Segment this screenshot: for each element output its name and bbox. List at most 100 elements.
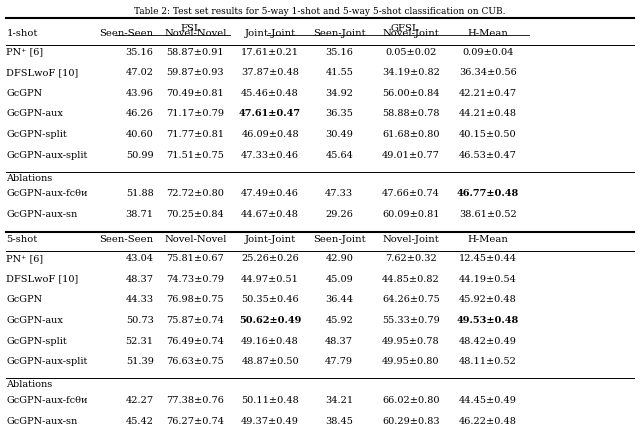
Text: 75.87±0.74: 75.87±0.74 [166, 316, 224, 325]
Text: H-Mean: H-Mean [467, 235, 508, 244]
Text: GcGPN-aux-sn: GcGPN-aux-sn [6, 416, 77, 424]
Text: DFSLwoF [10]: DFSLwoF [10] [6, 68, 79, 77]
Text: 45.09: 45.09 [325, 275, 353, 284]
Text: Novel-Novel: Novel-Novel [164, 235, 227, 244]
Text: 47.33: 47.33 [325, 190, 353, 198]
Text: 30.49: 30.49 [325, 130, 353, 139]
Text: 71.51±0.75: 71.51±0.75 [166, 151, 224, 160]
Text: 60.09±0.81: 60.09±0.81 [382, 210, 440, 219]
Text: 0.09±0.04: 0.09±0.04 [462, 47, 513, 56]
Text: 50.99: 50.99 [126, 151, 154, 160]
Text: 58.87±0.91: 58.87±0.91 [166, 47, 224, 56]
Text: 61.68±0.80: 61.68±0.80 [382, 130, 440, 139]
Text: 50.11±0.48: 50.11±0.48 [241, 396, 299, 405]
Text: GcGPN-aux: GcGPN-aux [6, 109, 63, 118]
Text: 47.02: 47.02 [125, 68, 154, 77]
Text: 34.19±0.82: 34.19±0.82 [382, 68, 440, 77]
Text: 46.77±0.48: 46.77±0.48 [456, 190, 519, 198]
Text: 34.92: 34.92 [325, 89, 353, 98]
Text: 44.85±0.82: 44.85±0.82 [382, 275, 440, 284]
Text: 42.90: 42.90 [325, 254, 353, 263]
Text: Joint-Joint: Joint-Joint [244, 29, 296, 38]
Text: Seen-Seen: Seen-Seen [99, 29, 154, 38]
Text: Seen-Joint: Seen-Joint [313, 29, 365, 38]
Text: 45.92: 45.92 [325, 316, 353, 325]
Text: 59.87±0.93: 59.87±0.93 [166, 68, 224, 77]
Text: 46.53±0.47: 46.53±0.47 [459, 151, 516, 160]
Text: 25.26±0.26: 25.26±0.26 [241, 254, 299, 263]
Text: Novel-Novel: Novel-Novel [164, 29, 227, 38]
Text: 38.45: 38.45 [325, 416, 353, 424]
Text: 40.60: 40.60 [126, 130, 154, 139]
Text: 43.96: 43.96 [125, 89, 154, 98]
Text: GcGPN-aux-split: GcGPN-aux-split [6, 357, 88, 366]
Text: 42.21±0.47: 42.21±0.47 [459, 89, 516, 98]
Text: 48.37: 48.37 [325, 337, 353, 346]
Text: GFSL: GFSL [390, 24, 419, 33]
Text: 70.25±0.84: 70.25±0.84 [166, 210, 224, 219]
Text: 44.33: 44.33 [125, 295, 154, 304]
Text: GcGPN-aux-split: GcGPN-aux-split [6, 151, 88, 160]
Text: 76.63±0.75: 76.63±0.75 [166, 357, 224, 366]
Text: GcGPN-split: GcGPN-split [6, 130, 67, 139]
Text: 46.26: 46.26 [125, 109, 154, 118]
Text: 49.95±0.78: 49.95±0.78 [382, 337, 440, 346]
Text: 44.67±0.48: 44.67±0.48 [241, 210, 299, 219]
Text: 36.44: 36.44 [325, 295, 353, 304]
Text: 47.61±0.47: 47.61±0.47 [239, 109, 301, 118]
Text: 51.88: 51.88 [126, 190, 154, 198]
Text: Ablations: Ablations [6, 380, 52, 390]
Text: 52.31: 52.31 [125, 337, 154, 346]
Text: Novel-Joint: Novel-Joint [383, 29, 439, 38]
Text: Ablations: Ablations [6, 174, 52, 183]
Text: 29.26: 29.26 [325, 210, 353, 219]
Text: 56.00±0.84: 56.00±0.84 [382, 89, 440, 98]
Text: 34.21: 34.21 [325, 396, 353, 405]
Text: FSL: FSL [180, 24, 201, 33]
Text: Novel-Joint: Novel-Joint [383, 235, 439, 244]
Text: 36.34±0.56: 36.34±0.56 [459, 68, 516, 77]
Text: 46.22±0.48: 46.22±0.48 [459, 416, 516, 424]
Text: 5-shot: 5-shot [6, 235, 38, 244]
Text: 35.16: 35.16 [325, 47, 353, 56]
Text: 45.92±0.48: 45.92±0.48 [459, 295, 516, 304]
Text: 36.35: 36.35 [325, 109, 353, 118]
Text: 38.71: 38.71 [125, 210, 154, 219]
Text: 47.33±0.46: 47.33±0.46 [241, 151, 299, 160]
Text: 50.73: 50.73 [125, 316, 154, 325]
Text: 74.73±0.79: 74.73±0.79 [166, 275, 224, 284]
Text: 47.66±0.74: 47.66±0.74 [382, 190, 440, 198]
Text: 76.98±0.75: 76.98±0.75 [166, 295, 224, 304]
Text: DFSLwoF [10]: DFSLwoF [10] [6, 275, 79, 284]
Text: 75.81±0.67: 75.81±0.67 [166, 254, 224, 263]
Text: 48.11±0.52: 48.11±0.52 [459, 357, 516, 366]
Text: 50.62±0.49: 50.62±0.49 [239, 316, 301, 325]
Text: 76.49±0.74: 76.49±0.74 [166, 337, 224, 346]
Text: 48.42±0.49: 48.42±0.49 [459, 337, 516, 346]
Text: 76.27±0.74: 76.27±0.74 [166, 416, 224, 424]
Text: GcGPN-split: GcGPN-split [6, 337, 67, 346]
Text: 38.61±0.52: 38.61±0.52 [459, 210, 516, 219]
Text: 47.49±0.46: 47.49±0.46 [241, 190, 299, 198]
Text: 1-shot: 1-shot [6, 29, 38, 38]
Text: Seen-Seen: Seen-Seen [99, 235, 154, 244]
Text: 49.16±0.48: 49.16±0.48 [241, 337, 299, 346]
Text: 17.61±0.21: 17.61±0.21 [241, 47, 299, 56]
Text: 49.01±0.77: 49.01±0.77 [382, 151, 440, 160]
Text: 55.33±0.79: 55.33±0.79 [382, 316, 440, 325]
Text: GcGPN: GcGPN [6, 89, 42, 98]
Text: GcGPN-aux-fcθᴎ: GcGPN-aux-fcθᴎ [6, 396, 88, 405]
Text: 51.39: 51.39 [125, 357, 154, 366]
Text: 0.05±0.02: 0.05±0.02 [385, 47, 436, 56]
Text: 42.27: 42.27 [125, 396, 154, 405]
Text: PN⁺ [6]: PN⁺ [6] [6, 254, 44, 263]
Text: 45.46±0.48: 45.46±0.48 [241, 89, 299, 98]
Text: 58.88±0.78: 58.88±0.78 [382, 109, 440, 118]
Text: H-Mean: H-Mean [467, 29, 508, 38]
Text: 44.45±0.49: 44.45±0.49 [459, 396, 516, 405]
Text: 49.37±0.49: 49.37±0.49 [241, 416, 299, 424]
Text: 71.17±0.79: 71.17±0.79 [166, 109, 224, 118]
Text: 44.97±0.51: 44.97±0.51 [241, 275, 299, 284]
Text: 43.04: 43.04 [125, 254, 154, 263]
Text: 37.87±0.48: 37.87±0.48 [241, 68, 299, 77]
